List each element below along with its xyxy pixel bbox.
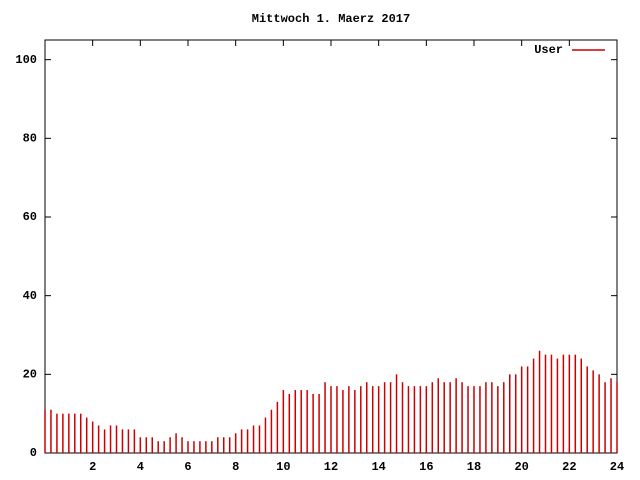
- x-tick-label: 4: [137, 460, 144, 474]
- x-tick-label: 8: [232, 460, 239, 474]
- legend-label: User: [534, 43, 563, 57]
- x-tick-label: 22: [562, 460, 576, 474]
- x-tick-label: 18: [467, 460, 481, 474]
- y-tick-label: 40: [23, 289, 37, 303]
- x-tick-label: 2: [89, 460, 96, 474]
- x-tick-label: 14: [371, 460, 385, 474]
- y-tick-label: 100: [15, 53, 37, 67]
- x-tick-label: 20: [514, 460, 528, 474]
- x-tick-label: 10: [276, 460, 290, 474]
- chart-title: Mittwoch 1. Maerz 2017: [252, 12, 410, 26]
- x-tick-label: 24: [610, 460, 624, 474]
- y-tick-label: 60: [23, 210, 37, 224]
- y-tick-label: 0: [30, 446, 37, 460]
- x-tick-label: 12: [324, 460, 338, 474]
- y-tick-label: 80: [23, 132, 37, 146]
- x-tick-label: 6: [184, 460, 191, 474]
- y-tick-label: 20: [23, 368, 37, 382]
- x-tick-label: 16: [419, 460, 433, 474]
